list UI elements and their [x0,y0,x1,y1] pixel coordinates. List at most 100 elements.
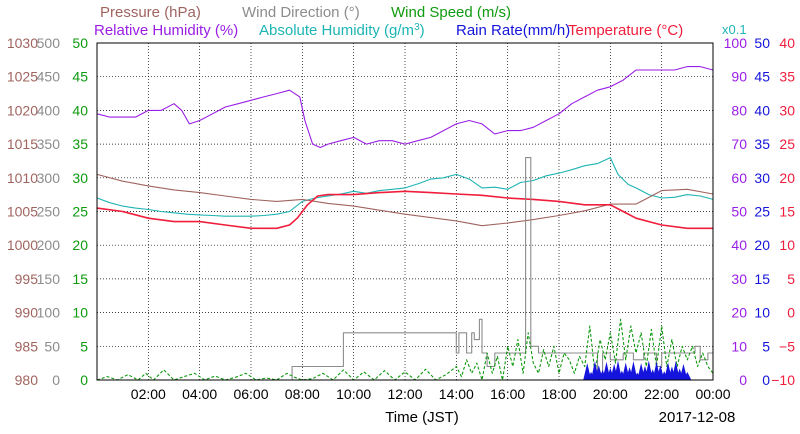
y-tick-label: 15 [779,204,795,220]
series-line [96,190,713,230]
y-tick-label: 5 [80,338,88,354]
header-legend: Pressure (hPa) Wind Direction (°) Wind Spe… [94,4,683,39]
y-tick-label: 200 [37,237,61,253]
x-tick-label: 08:00 [285,386,320,402]
legend-entry: Wind Speed (m/s) [391,4,511,21]
y-tick-label: 30 [731,271,747,287]
y-tick-label: 25 [754,204,770,220]
y-tick-label: 45 [754,69,770,85]
y-tick-label: 30 [779,102,795,118]
y-tick-label: 50 [731,204,747,220]
y-tick-label: 0 [52,372,60,388]
y-tick-label: 40 [72,102,88,118]
x-tick-label: 12:00 [387,386,422,402]
y-tick-label: 0 [739,372,747,388]
rain-rate-series [583,360,692,380]
y-tick-label: 150 [37,271,61,287]
x-tick-label: 04:00 [182,386,217,402]
axes-labels: 1030102510201015101010051000995990985980… [7,35,795,402]
y-tick-label: 1020 [7,102,38,118]
y-tick-label: 1015 [7,136,38,152]
y-tick-label: 90 [731,69,747,85]
y-tick-label: 70 [731,136,747,152]
y-tick-label: 1010 [7,170,38,186]
y-tick-label: 350 [37,136,61,152]
x-tick-label: 02:00 [131,386,166,402]
y-tick-label: 0 [80,372,88,388]
y-tick-label: 30 [72,170,88,186]
y-tick-label: 1000 [7,237,38,253]
y-tick-label: 1030 [7,35,38,51]
series-group [96,66,714,381]
legend-entry: Rain Rate(mm/h) [456,22,570,39]
y-tick-label: 10 [72,305,88,321]
y-tick-label: 35 [754,136,770,152]
x-tick-label: 16:00 [490,386,525,402]
y-tick-label: 500 [37,35,61,51]
y-tick-label: 40 [779,35,795,51]
y-tick-label: 985 [15,338,39,354]
y-tick-label: 35 [779,69,795,85]
y-tick-label: 50 [754,35,770,51]
y-tick-label: 0 [787,305,795,321]
y-tick-label: 35 [72,136,88,152]
y-tick-label: 980 [15,372,39,388]
y-tick-label: 80 [731,102,747,118]
x-tick-label: 20:00 [593,386,628,402]
legend-entry: Temperature (°C) [568,22,683,39]
series-line [96,157,714,217]
y-tick-label: 30 [754,170,770,186]
y-tick-label: 5 [787,271,795,287]
x-tick-label: 14:00 [439,386,474,402]
rain-rate-bar [629,361,638,380]
y-tick-label: 40 [754,102,770,118]
y-tick-label: 10 [754,305,770,321]
y-tick-label: 50 [44,338,60,354]
x-tick-label: 00:00 [695,386,730,402]
y-tick-label: 990 [15,305,39,321]
y-tick-label: 60 [731,170,747,186]
y-tick-label: 45 [72,69,88,85]
legend-entry: Absolute Humidity (g/m3) [259,22,425,40]
y-tick-label: 100 [724,35,748,51]
y-tick-label: 1025 [7,69,38,85]
y-tick-label: 20 [731,305,747,321]
y-tick-label: 450 [37,69,61,85]
y-tick-label: 25 [779,136,795,152]
y-tick-label: 25 [72,204,88,220]
y-tick-label: 40 [731,237,747,253]
x-tick-label: 06:00 [233,386,268,402]
plot-frame [96,42,714,381]
y-tick-label: 15 [754,271,770,287]
y-tick-label: 15 [72,271,88,287]
x-tick-label: 18:00 [541,386,576,402]
y-tick-label: −10 [771,372,795,388]
y-tick-label: 10 [779,237,795,253]
y-tick-label: 400 [37,102,61,118]
legend-entry: Pressure (hPa) [100,4,201,21]
legend-entry: Relative Humidity (%) [94,22,238,39]
y-tick-label: 1005 [7,204,38,220]
legend-entry: Wind Direction (°) [242,4,360,21]
y-tick-label: 10 [731,338,747,354]
rain-rate-bar [683,371,692,380]
y-tick-label: 0 [762,372,770,388]
grid [97,43,713,380]
y-tick-label: 20 [754,237,770,253]
y-tick-label: 20 [72,237,88,253]
x-tick-label: 10:00 [336,386,371,402]
y-tick-label: −5 [779,338,795,354]
x-tick-label: 22:00 [644,386,679,402]
y-tick-label: 250 [37,204,61,220]
y-tick-label: 5 [762,338,770,354]
y-tick-label: 50 [72,35,88,51]
y-tick-label: 995 [15,271,39,287]
x-axis-label: Time (JST) [385,409,459,426]
y-tick-label: 20 [779,170,795,186]
series-line [96,318,714,381]
y-tick-label: 100 [37,305,61,321]
date-label: 2017-12-08 [659,409,736,426]
y-tick-label: 300 [37,170,61,186]
